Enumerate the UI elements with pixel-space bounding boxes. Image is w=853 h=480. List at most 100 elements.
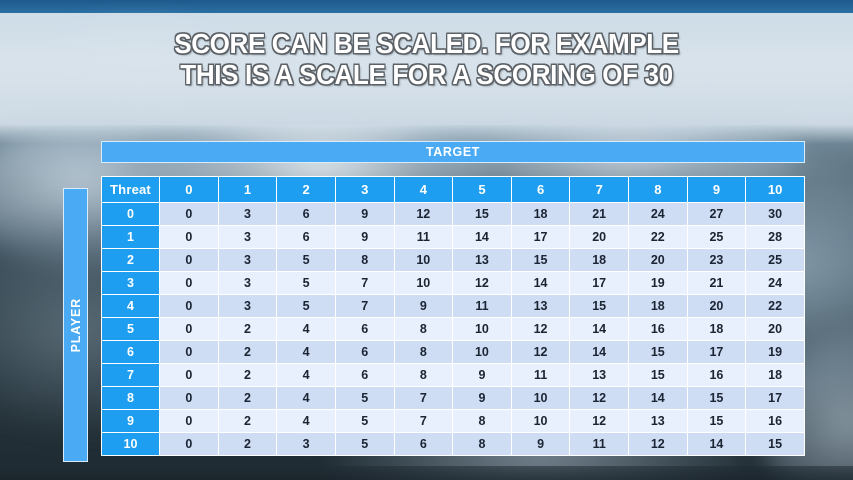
matrix-row: 5 0 2 4 6 8 10 12 14 16 18 20	[101, 317, 805, 341]
matrix-cell: 22	[628, 225, 688, 249]
matrix-cell: 3	[276, 432, 336, 456]
matrix-cell: 4	[276, 386, 336, 410]
matrix-cell: 14	[686, 432, 747, 456]
matrix-row-header: 10	[101, 432, 160, 456]
matrix-cell: 20	[569, 225, 629, 249]
matrix-row: 1 0 3 6 9 11 14 17 20 22 25 28	[101, 225, 805, 249]
matrix-col-header: 10	[745, 176, 805, 203]
matrix-cell: 25	[686, 225, 747, 249]
matrix-cell: 9	[452, 363, 512, 387]
matrix-cell: 2	[217, 386, 278, 410]
matrix-cell: 0	[159, 409, 219, 433]
target-axis-label: TARGET	[101, 141, 805, 163]
matrix-cell: 16	[686, 363, 747, 387]
matrix-row-header: 3	[101, 271, 160, 295]
matrix-cell: 6	[276, 202, 336, 226]
matrix-cell: 5	[334, 386, 395, 410]
matrix-cell: 23	[686, 248, 747, 272]
matrix-cell: 8	[452, 409, 512, 433]
matrix-cell: 0	[159, 317, 219, 341]
matrix-cell: 8	[393, 340, 454, 364]
matrix-cell: 13	[452, 248, 512, 272]
matrix-cell: 3	[217, 271, 278, 295]
matrix-cell: 5	[334, 409, 395, 433]
matrix-cell: 14	[569, 317, 629, 341]
matrix-cell: 0	[159, 294, 219, 318]
matrix-cell: 6	[334, 363, 395, 387]
matrix-cell: 12	[628, 432, 688, 456]
matrix-col-header: 9	[686, 176, 747, 203]
matrix-cell: 20	[628, 248, 688, 272]
matrix-cell: 19	[745, 340, 805, 364]
matrix-cell: 3	[217, 202, 278, 226]
matrix-cell: 2	[217, 432, 278, 456]
matrix-cell: 6	[393, 432, 454, 456]
matrix-cell: 18	[686, 317, 747, 341]
matrix-cell: 12	[510, 317, 571, 341]
matrix-cell: 0	[159, 432, 219, 456]
score-matrix-table: Threat 0 1 2 3 4 5 6 7 8 9 10 0 0 3 6 9 12 15 18 21 24 27 30 1…	[101, 176, 805, 456]
matrix-cell: 6	[276, 225, 336, 249]
matrix-cell: 14	[628, 386, 688, 410]
matrix-cell: 21	[569, 202, 629, 226]
matrix-row: 8 0 2 4 5 7 9 10 12 14 15 17	[101, 386, 805, 410]
matrix-cell: 13	[569, 363, 629, 387]
matrix-row: 7 0 2 4 6 8 9 11 13 15 16 18	[101, 363, 805, 387]
matrix-cell: 17	[686, 340, 747, 364]
matrix-col-header: 5	[452, 176, 512, 203]
matrix-cell: 11	[510, 363, 571, 387]
matrix-cell: 10	[510, 409, 571, 433]
matrix-row: 6 0 2 4 6 8 10 12 14 15 17 19	[101, 340, 805, 364]
matrix-cell: 3	[217, 225, 278, 249]
matrix-row: 4 0 3 5 7 9 11 13 15 18 20 22	[101, 294, 805, 318]
matrix-cell: 5	[334, 432, 395, 456]
matrix-cell: 9	[334, 225, 395, 249]
matrix-cell: 5	[276, 248, 336, 272]
matrix-cell: 6	[334, 317, 395, 341]
matrix-cell: 8	[393, 317, 454, 341]
matrix-cell: 4	[276, 340, 336, 364]
matrix-body: 0 0 3 6 9 12 15 18 21 24 27 30 1 0 3 6 9 11 14 17 20 22 25 28 2 0…	[101, 202, 805, 456]
matrix-cell: 10	[452, 317, 512, 341]
matrix-cell: 17	[510, 225, 571, 249]
matrix-cell: 9	[452, 386, 512, 410]
matrix-row: 2 0 3 5 8 10 13 15 18 20 23 25	[101, 248, 805, 272]
matrix-col-header: 7	[569, 176, 629, 203]
matrix-cell: 3	[217, 294, 278, 318]
matrix-cell: 0	[159, 248, 219, 272]
matrix-cell: 8	[452, 432, 512, 456]
target-axis-text: TARGET	[425, 145, 481, 159]
matrix-cell: 15	[452, 202, 512, 226]
matrix-cell: 9	[334, 202, 395, 226]
matrix-cell: 0	[159, 271, 219, 295]
matrix-cell: 3	[217, 248, 278, 272]
matrix-cell: 12	[393, 202, 454, 226]
matrix-cell: 14	[510, 271, 571, 295]
matrix-cell: 6	[334, 340, 395, 364]
matrix-cell: 15	[686, 386, 747, 410]
player-axis-text: PLAYER	[68, 297, 83, 353]
matrix-cell: 4	[276, 317, 336, 341]
matrix-cell: 12	[569, 386, 629, 410]
matrix-cell: 28	[745, 225, 805, 249]
matrix-cell: 30	[745, 202, 805, 226]
matrix-cell: 19	[628, 271, 688, 295]
player-axis-label: PLAYER	[63, 188, 88, 462]
matrix-corner-header: Threat	[101, 176, 160, 203]
matrix-cell: 14	[452, 225, 512, 249]
matrix-cell: 11	[569, 432, 629, 456]
matrix-cell: 15	[628, 340, 688, 364]
matrix-cell: 0	[159, 363, 219, 387]
matrix-cell: 24	[745, 271, 805, 295]
matrix-cell: 4	[276, 409, 336, 433]
matrix-cell: 4	[276, 363, 336, 387]
matrix-cell: 11	[452, 294, 512, 318]
matrix-row-header: 2	[101, 248, 160, 272]
matrix-cell: 27	[686, 202, 747, 226]
matrix-cell: 12	[452, 271, 512, 295]
matrix-cell: 7	[393, 409, 454, 433]
matrix-cell: 24	[628, 202, 688, 226]
matrix-cell: 0	[159, 225, 219, 249]
matrix-cell: 18	[510, 202, 571, 226]
